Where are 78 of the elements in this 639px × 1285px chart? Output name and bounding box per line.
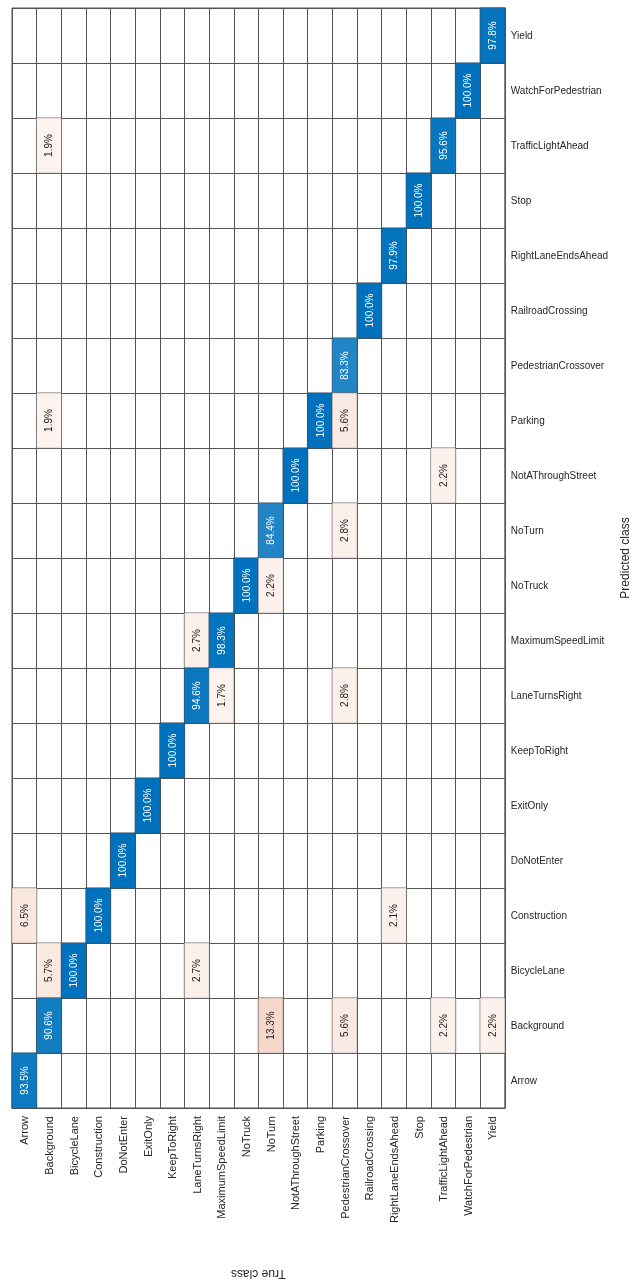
data-label: 100.0%: [117, 843, 129, 878]
data-label: 5.7%: [43, 959, 55, 982]
x-tick-label: ExitOnly: [141, 1115, 154, 1157]
x-tick-label: Parking: [314, 1116, 326, 1154]
y-tick-label: NoTruck: [510, 580, 550, 591]
y-tick-label: MaximumSpeedLimit: [510, 635, 605, 646]
data-label: 100.0%: [92, 898, 104, 933]
y-tick-label: Arrow: [510, 1075, 538, 1086]
x-tick-label: Yield: [486, 1116, 499, 1141]
data-label: 100.0%: [289, 458, 301, 493]
y-tick-label: BicycleLane: [510, 965, 566, 976]
data-label: 5.6%: [339, 409, 351, 432]
y-tick-label: WatchForPedestrian: [510, 85, 602, 96]
data-label: 2.8%: [339, 684, 351, 707]
data-label: 98.3%: [215, 626, 227, 655]
x-tick-label: DoNotEnter: [116, 1115, 129, 1174]
x-tick-label: RailroadCrossing: [363, 1116, 376, 1201]
data-label: 2.2%: [437, 1014, 449, 1037]
data-label: 93.5%: [18, 1066, 30, 1095]
data-label: 2.7%: [191, 629, 203, 652]
data-label: 83.3%: [339, 351, 351, 380]
data-label: 100.0%: [68, 953, 80, 988]
data-label: 2.8%: [339, 519, 351, 542]
x-axis-title: True class: [230, 1267, 286, 1281]
y-tick-label: ExitOnly: [510, 800, 549, 811]
data-label: 100.0%: [363, 293, 375, 328]
y-tick-label: Parking: [510, 415, 545, 426]
data-label: 1.9%: [43, 134, 55, 157]
y-tick-label: TrafficLightAhead: [510, 140, 589, 151]
y-tick-label: RailroadCrossing: [510, 305, 588, 316]
y-tick-label: DoNotEnter: [510, 855, 564, 866]
x-tick-label: NotAThroughStreet: [289, 1116, 302, 1210]
data-label: 100.0%: [240, 568, 252, 603]
x-tick-label: Stop: [412, 1116, 425, 1139]
data-label: 100.0%: [462, 73, 474, 108]
x-tick-label: LaneTurnsRight: [190, 1116, 203, 1194]
y-tick-label: KeepToRight: [510, 745, 569, 756]
x-tick-label: MaximumSpeedLimit: [215, 1116, 228, 1219]
data-label: 97.8%: [486, 21, 498, 50]
y-tick-label: Yield: [510, 30, 533, 41]
data-label: 1.7%: [215, 684, 227, 707]
y-tick-label: NoTurn: [510, 525, 544, 536]
y-tick-label: Stop: [510, 195, 532, 206]
data-label: 13.3%: [265, 1011, 277, 1040]
data-label: 2.2%: [265, 574, 277, 597]
x-tick-label: NoTurn: [264, 1116, 277, 1153]
data-label: 2.2%: [437, 464, 449, 487]
data-label: 90.6%: [43, 1011, 55, 1040]
x-tick-label: Background: [42, 1116, 55, 1175]
data-label: 100.0%: [142, 788, 154, 823]
y-axis-title: Predicted class: [618, 517, 632, 599]
data-label: 2.2%: [486, 1014, 498, 1037]
x-tick-label: Arrow: [18, 1115, 31, 1145]
x-tick-label: Construction: [92, 1116, 105, 1178]
data-label: 100.0%: [166, 733, 178, 768]
x-tick-label: TrafficLightAhead: [437, 1116, 450, 1202]
data-label: 100.0%: [413, 183, 425, 218]
data-label: 6.5%: [18, 904, 30, 927]
x-tick-label: BicycleLane: [67, 1116, 80, 1176]
y-tick-label: PedestrianCrossover: [510, 360, 605, 371]
y-tick-label: NotAThroughStreet: [510, 470, 597, 481]
x-tick-label: PedestrianCrossover: [338, 1115, 351, 1219]
y-tick-label: LaneTurnsRight: [510, 690, 582, 701]
y-tick-label: RightLaneEndsAhead: [510, 250, 609, 261]
y-tick-label: Construction: [510, 910, 567, 921]
data-label: 95.6%: [437, 131, 449, 160]
data-label: 84.4%: [265, 516, 277, 545]
data-label: 5.6%: [339, 1014, 351, 1037]
y-tick-label: Background: [510, 1020, 565, 1031]
x-tick-label: KeepToRight: [166, 1116, 179, 1179]
data-label: 100.0%: [314, 403, 326, 438]
x-tick-label: NoTruck: [240, 1115, 253, 1158]
x-tick-label: RightLaneEndsAhead: [387, 1116, 400, 1224]
data-label: 2.1%: [388, 904, 400, 927]
data-label: 2.7%: [191, 959, 203, 982]
data-label: 1.9%: [43, 409, 55, 432]
data-label: 97.9%: [388, 241, 400, 270]
data-label: 94.6%: [191, 681, 203, 710]
